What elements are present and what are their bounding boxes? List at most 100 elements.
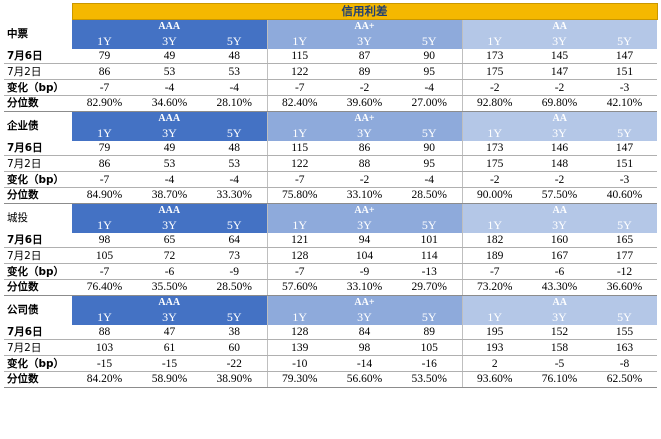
- row-label: 7月2日: [4, 339, 72, 357]
- tenor-header: 1Y: [266, 309, 332, 325]
- data-cell: 95: [397, 63, 462, 81]
- title-blank-cell: [4, 3, 72, 20]
- data-row: 变化（bp） -7 -4 -4 -7 -2 -4 -2 -2 -3: [4, 171, 658, 188]
- data-cell: 86: [72, 155, 137, 173]
- data-cell: 90: [397, 48, 462, 65]
- data-cell: 146: [527, 140, 592, 157]
- row-label: 变化（bp）: [4, 355, 72, 372]
- data-row: 分位数 84.20% 58.90% 38.90% 79.30% 56.60% 53.50% 9…: [4, 371, 658, 388]
- data-cell: -4: [202, 171, 267, 188]
- data-cell: 48: [202, 48, 267, 65]
- row-label: 分位数: [4, 279, 72, 296]
- data-cell: 65: [137, 232, 202, 249]
- data-cell: 38.90%: [202, 371, 267, 388]
- data-cell: 82.90%: [72, 95, 137, 112]
- tenor-header: 3Y: [527, 125, 592, 141]
- data-cell: 28.10%: [202, 95, 267, 112]
- row-label: 变化（bp）: [4, 79, 72, 96]
- data-row: 7月2日 105 72 73 128 104 114 189 167 177: [4, 247, 658, 265]
- data-cell: 87: [332, 48, 397, 65]
- data-cell: 34.60%: [137, 95, 202, 112]
- data-row: 7月2日 86 53 53 122 88 95 175 148 151: [4, 155, 658, 173]
- data-cell: 49: [137, 140, 202, 157]
- grade-header: AA+: [266, 294, 462, 310]
- data-cell: 61: [137, 339, 202, 357]
- data-cell: 84.20%: [72, 371, 137, 388]
- grade-header-row: 中票 AAA AA+ AA: [4, 19, 658, 40]
- data-cell: 122: [266, 63, 332, 81]
- data-cell: 57.60%: [266, 279, 332, 296]
- tenor-header: 1Y: [266, 125, 332, 141]
- tenor-header: 5Y: [592, 309, 658, 325]
- data-cell: -16: [397, 355, 462, 372]
- data-cell: 103: [72, 339, 137, 357]
- data-cell: 73: [202, 247, 267, 265]
- data-cell: -2: [527, 171, 592, 188]
- data-cell: 53: [137, 155, 202, 173]
- data-cell: 104: [332, 247, 397, 265]
- data-cell: 33.10%: [332, 279, 397, 296]
- data-cell: 147: [527, 63, 592, 81]
- tenor-header-row: 1Y 3Y 5Y 1Y 3Y 5Y 1Y 3Y 5Y: [4, 125, 658, 141]
- data-cell: -7: [266, 79, 332, 96]
- data-cell: 38: [202, 324, 267, 341]
- data-cell: 93.60%: [461, 371, 527, 388]
- tenor-header: 5Y: [202, 217, 267, 233]
- data-cell: -2: [461, 79, 527, 96]
- data-cell: 35.50%: [137, 279, 202, 296]
- data-cell: -4: [202, 79, 267, 96]
- tenor-header: 3Y: [137, 217, 202, 233]
- data-cell: 75.80%: [266, 187, 332, 204]
- grade-header: AA: [461, 110, 658, 126]
- data-row: 分位数 84.90% 38.70% 33.30% 75.80% 33.10% 28.50% 9…: [4, 187, 658, 204]
- data-cell: 33.10%: [332, 187, 397, 204]
- row-label: 7月6日: [4, 324, 72, 341]
- data-cell: 76.40%: [72, 279, 137, 296]
- row-label: 7月2日: [4, 63, 72, 81]
- data-cell: 72: [137, 247, 202, 265]
- data-cell: -3: [592, 171, 658, 188]
- data-cell: 115: [266, 140, 332, 157]
- data-cell: 42.10%: [592, 95, 658, 112]
- data-cell: 88: [72, 324, 137, 341]
- grade-header-row: 公司债 AAA AA+ AA: [4, 294, 658, 325]
- data-cell: 122: [266, 155, 332, 173]
- grade-header: AAA: [72, 110, 267, 126]
- tenor-header: 3Y: [527, 33, 592, 49]
- data-cell: -4: [397, 79, 462, 96]
- tenor-header: 3Y: [527, 217, 592, 233]
- tenor-header: 1Y: [72, 33, 137, 49]
- data-cell: 53.50%: [397, 371, 462, 388]
- data-row: 7月6日 88 47 38 128 84 89 195 152 155: [4, 324, 658, 341]
- data-cell: 62.50%: [592, 371, 658, 388]
- data-cell: -6: [527, 263, 592, 280]
- data-cell: 105: [72, 247, 137, 265]
- data-cell: 148: [527, 155, 592, 173]
- data-cell: 189: [461, 247, 527, 265]
- data-cell: -7: [72, 79, 137, 96]
- data-cell: 177: [592, 247, 658, 265]
- data-cell: 98: [332, 339, 397, 357]
- tenor-header-row: 1Y 3Y 5Y 1Y 3Y 5Y 1Y 3Y 5Y: [4, 217, 658, 233]
- data-cell: 86: [72, 63, 137, 81]
- tenor-header: 3Y: [332, 125, 397, 141]
- data-cell: 73.20%: [461, 279, 527, 296]
- data-row: 分位数 76.40% 35.50% 28.50% 57.60% 33.10% 29.70% 7…: [4, 279, 658, 296]
- data-cell: 167: [527, 247, 592, 265]
- credit-spread-table: 信用利差 中票 AAA AA+ AA 1Y 3Y 5Y 1Y 3Y 5Y 1Y 3Y 5Y 7月6日 79 49…: [4, 3, 658, 388]
- table-title: 信用利差: [71, 3, 658, 20]
- data-cell: -8: [592, 355, 658, 372]
- tenor-header: 1Y: [266, 217, 332, 233]
- data-row: 7月6日 98 65 64 121 94 101 182 160 165: [4, 232, 658, 249]
- tenor-header: 1Y: [461, 309, 527, 325]
- data-cell: 88: [332, 155, 397, 173]
- data-cell: 152: [527, 324, 592, 341]
- data-cell: 98: [72, 232, 137, 249]
- data-cell: 158: [527, 339, 592, 357]
- data-cell: 163: [592, 339, 658, 357]
- data-cell: 193: [461, 339, 527, 357]
- tenor-header: 5Y: [202, 309, 267, 325]
- data-cell: 147: [592, 48, 658, 65]
- data-cell: 101: [397, 232, 462, 249]
- tenor-header-row: 1Y 3Y 5Y 1Y 3Y 5Y 1Y 3Y 5Y: [4, 33, 658, 49]
